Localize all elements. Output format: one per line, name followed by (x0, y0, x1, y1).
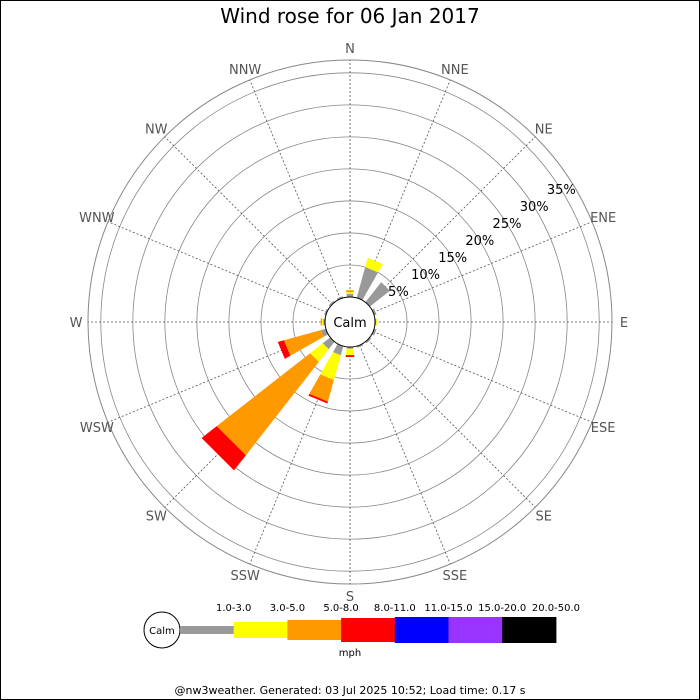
bar-ssw-3 (308, 393, 328, 404)
calm-label: Calm (333, 316, 366, 331)
legend-range-2: 5.0-8.0 (323, 603, 358, 614)
legend-calm-label: Calm (149, 626, 175, 637)
bar-n-2 (346, 290, 354, 293)
bar-ene-0 (371, 308, 377, 316)
direction-label-sw: SW (146, 510, 167, 525)
bar-n-0 (346, 294, 354, 298)
direction-label-w: W (70, 316, 83, 331)
direction-labels: N NNE NE ENE E ESE SE SSE S SSW SW WSW W WNW NW NNW (70, 42, 629, 605)
spoke-nne (359, 79, 451, 300)
bar-sw-0 (322, 337, 335, 350)
direction-label-nne: NNE (441, 63, 469, 78)
spoke-ene (372, 221, 593, 313)
legend-swatch-5 (448, 617, 503, 643)
legend-swatch-6 (502, 617, 557, 643)
legend-swatch-2 (287, 620, 342, 640)
legend-swatch-3 (341, 618, 396, 642)
direction-label-ene: ENE (590, 211, 616, 226)
ring-label-25: 25% (493, 217, 522, 232)
bar-ssw-0 (333, 343, 344, 356)
ring-label-30: 30% (520, 200, 549, 215)
legend-range-3: 8.0-11.0 (374, 603, 416, 614)
spoke-ese (372, 331, 593, 423)
legend-swatch-1 (233, 622, 288, 638)
speed-legend: Calm 1.0-3.0 3.0-5.0 5.0-8.0 8.0-11.0 11.0-15… (143, 603, 580, 649)
spoke-ssw (249, 344, 341, 565)
calm-circle-shape (324, 296, 376, 348)
ring-label-35: 35% (547, 183, 576, 198)
bar-wsw-2 (283, 330, 324, 356)
bar-s-3 (345, 355, 355, 357)
spoke-wsw (107, 331, 328, 423)
bar-nnw-0 (336, 296, 344, 301)
bar-ne-0 (365, 282, 390, 307)
footer-text: @nw3weather. Generated: 03 Jul 2025 10:5… (174, 684, 526, 697)
bar-wnw-0 (324, 308, 329, 316)
ring-label-20: 20% (465, 234, 494, 249)
ring-label-15: 15% (438, 251, 467, 266)
ring-labels: 5%10% 15% 20% 25% 30% 35% (388, 183, 576, 300)
bar-sw-1 (310, 343, 329, 362)
bar-w-1 (322, 318, 324, 326)
bar-nne-1 (365, 257, 383, 273)
direction-label-ne: NE (535, 122, 553, 137)
bar-ssw-2 (309, 374, 334, 402)
bar-nw-0 (328, 300, 335, 307)
frequency-bars (201, 257, 390, 471)
bar-ssw-1 (320, 352, 341, 380)
bar-ese-0 (371, 328, 377, 336)
legend-swatch-4 (394, 617, 449, 643)
chart-title: Wind rose for 06 Jan 2017 (220, 4, 480, 28)
spoke-sw (164, 339, 333, 508)
direction-spokes (88, 60, 612, 584)
spoke-ne (367, 136, 536, 305)
spoke-nw (164, 136, 333, 305)
spoke-se (367, 339, 536, 508)
bar-wsw-3 (277, 340, 291, 359)
ring-label-10: 10% (411, 268, 440, 283)
direction-label-wnw: WNW (79, 211, 115, 226)
bar-nne-0 (356, 267, 379, 301)
direction-label-ssw: SSW (230, 569, 260, 584)
legend-range-5: 15.0-20.0 (478, 603, 526, 614)
bar-sw-2 (216, 353, 319, 456)
direction-label-s: S (346, 590, 354, 605)
bar-n-1 (346, 292, 354, 294)
direction-label-e: E (620, 316, 628, 331)
bar-sse-0 (356, 343, 364, 348)
legend-range-0: 1.0-3.0 (216, 603, 251, 614)
direction-label-n: N (345, 42, 355, 57)
bar-w-2 (320, 318, 322, 326)
spoke-sse (359, 344, 451, 565)
direction-label-sse: SSE (442, 569, 467, 584)
direction-label-nw: NW (145, 122, 168, 137)
bar-se-0 (365, 337, 372, 344)
ring-label-5: 5% (388, 285, 409, 300)
bar-s-1 (345, 348, 355, 356)
direction-label-wsw: WSW (80, 421, 114, 436)
spoke-wnw (107, 221, 328, 313)
legend-range-6: 20.0-50.0 (532, 603, 580, 614)
spoke-nnw (249, 79, 341, 300)
legend-unit: mph (338, 648, 362, 659)
legend-range-1: 3.0-5.0 (270, 603, 305, 614)
bar-sw-3 (201, 426, 246, 471)
direction-label-se: SE (536, 510, 552, 525)
legend-swatch-0 (180, 626, 235, 634)
legend-range-4: 11.0-15.0 (424, 603, 472, 614)
direction-label-nnw: NNW (229, 63, 261, 78)
calm-circle: Calm (324, 296, 376, 348)
direction-label-ese: ESE (591, 421, 616, 436)
bar-e-1 (376, 318, 378, 326)
